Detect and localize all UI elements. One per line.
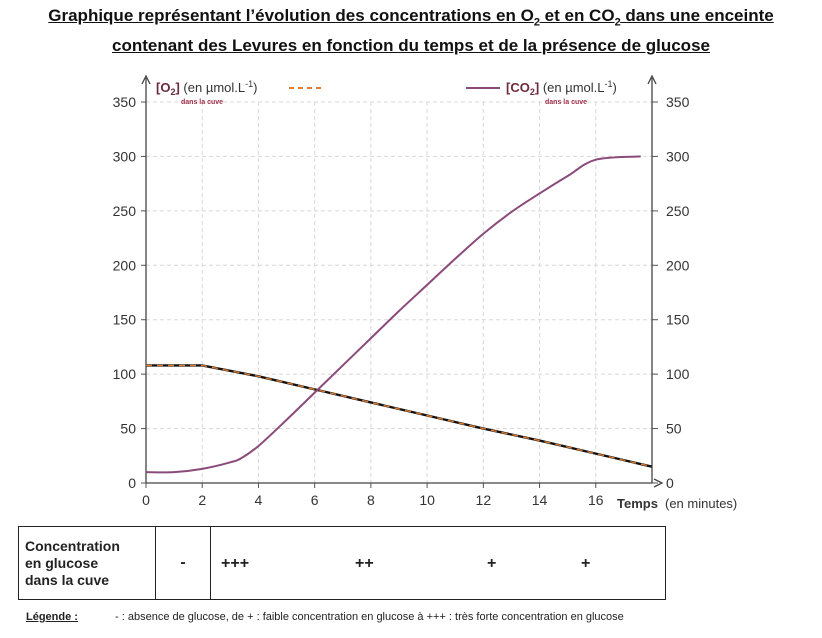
title-part: dans une enceinte <box>620 6 774 25</box>
y-right-tick-label: 300 <box>666 148 690 164</box>
title-sub: 2 <box>533 16 540 29</box>
co2-series-line <box>145 155 641 474</box>
y-left-tick-label: 350 <box>113 94 137 110</box>
glucose-table: Concentration en glucose dans la cuve - … <box>18 526 666 600</box>
axis-labels: [O2] (en µmol.L-1) dans la cuve [CO2] (e… <box>156 79 737 511</box>
grid <box>146 101 652 483</box>
y-right-note: dans la cuve <box>545 99 587 106</box>
x-tick-label: 2 <box>198 492 206 508</box>
legend-label: Légende : <box>26 611 78 623</box>
header-line: Concentration <box>25 537 120 554</box>
y-right-tick-label: 50 <box>666 421 682 437</box>
y-left-arrow <box>141 74 151 85</box>
title-sub: 2 <box>614 16 621 29</box>
y-left-label: [O2] (en µmol.L-1) <box>156 79 257 97</box>
x-axis-label: Temps <box>617 496 658 511</box>
x-tick-label: 0 <box>142 492 150 508</box>
glucose-level: ++ <box>355 555 374 572</box>
header-line: en glucose <box>25 554 99 571</box>
y-left-tick-label: 300 <box>113 148 137 164</box>
title-part: et en CO <box>539 6 615 25</box>
y-right-label: [CO2] (en µmol.L-1) <box>506 79 617 97</box>
x-tick-label: 8 <box>367 492 375 508</box>
o2-series-line <box>146 364 653 468</box>
glucose-level: + <box>581 555 591 572</box>
y-left-tick-label: 250 <box>113 203 137 219</box>
legend: Légende : - : absence de glucose, de + :… <box>26 611 624 623</box>
y-right-tick-label: 0 <box>666 475 674 491</box>
y-right-tick-label: 350 <box>666 94 690 110</box>
x-tick-label: 16 <box>588 492 604 508</box>
axes <box>141 74 664 488</box>
glucose-level-none: - <box>155 526 211 600</box>
title-part: Graphique représentant l’évolution des c… <box>48 6 534 25</box>
title-line2: contenant des Levures en fonction du tem… <box>112 36 710 56</box>
glucose-level: + <box>487 555 497 572</box>
x-tick-label: 14 <box>532 492 548 508</box>
x-tick-label: 10 <box>419 492 435 508</box>
y-right-arrow <box>647 74 657 85</box>
glucose-levels-cell: +++ ++ + + <box>210 526 666 600</box>
y-left-note: dans la cuve <box>181 99 223 106</box>
x-axis-arrow <box>653 478 664 488</box>
y-right-tick-label: 250 <box>666 203 690 219</box>
y-left-tick-label: 200 <box>113 257 137 273</box>
glucose-table-header: Concentration en glucose dans la cuve <box>18 526 156 600</box>
y-right-tick-label: 200 <box>666 257 690 273</box>
legend-text: - : absence de glucose, de + : faible co… <box>115 611 624 623</box>
y-left-tick-label: 50 <box>120 421 136 437</box>
x-tick-label: 12 <box>476 492 492 508</box>
glucose-level: +++ <box>221 555 250 572</box>
y-right-tick-label: 150 <box>666 312 690 328</box>
header-line: dans la cuve <box>25 571 110 588</box>
x-tick-label: 4 <box>255 492 263 508</box>
y-left-tick-label: 150 <box>113 312 137 328</box>
x-tick-label: 6 <box>311 492 319 508</box>
y-left-tick-label: 100 <box>113 366 137 382</box>
y-left-tick-label: 0 <box>128 475 136 491</box>
series <box>145 155 653 474</box>
y-right-tick-label: 100 <box>666 366 690 382</box>
x-axis-unit: (en minutes) <box>665 496 737 511</box>
o2-series-dashes <box>146 364 653 468</box>
chart-title: Graphique représentant l’évolution des c… <box>0 4 822 58</box>
